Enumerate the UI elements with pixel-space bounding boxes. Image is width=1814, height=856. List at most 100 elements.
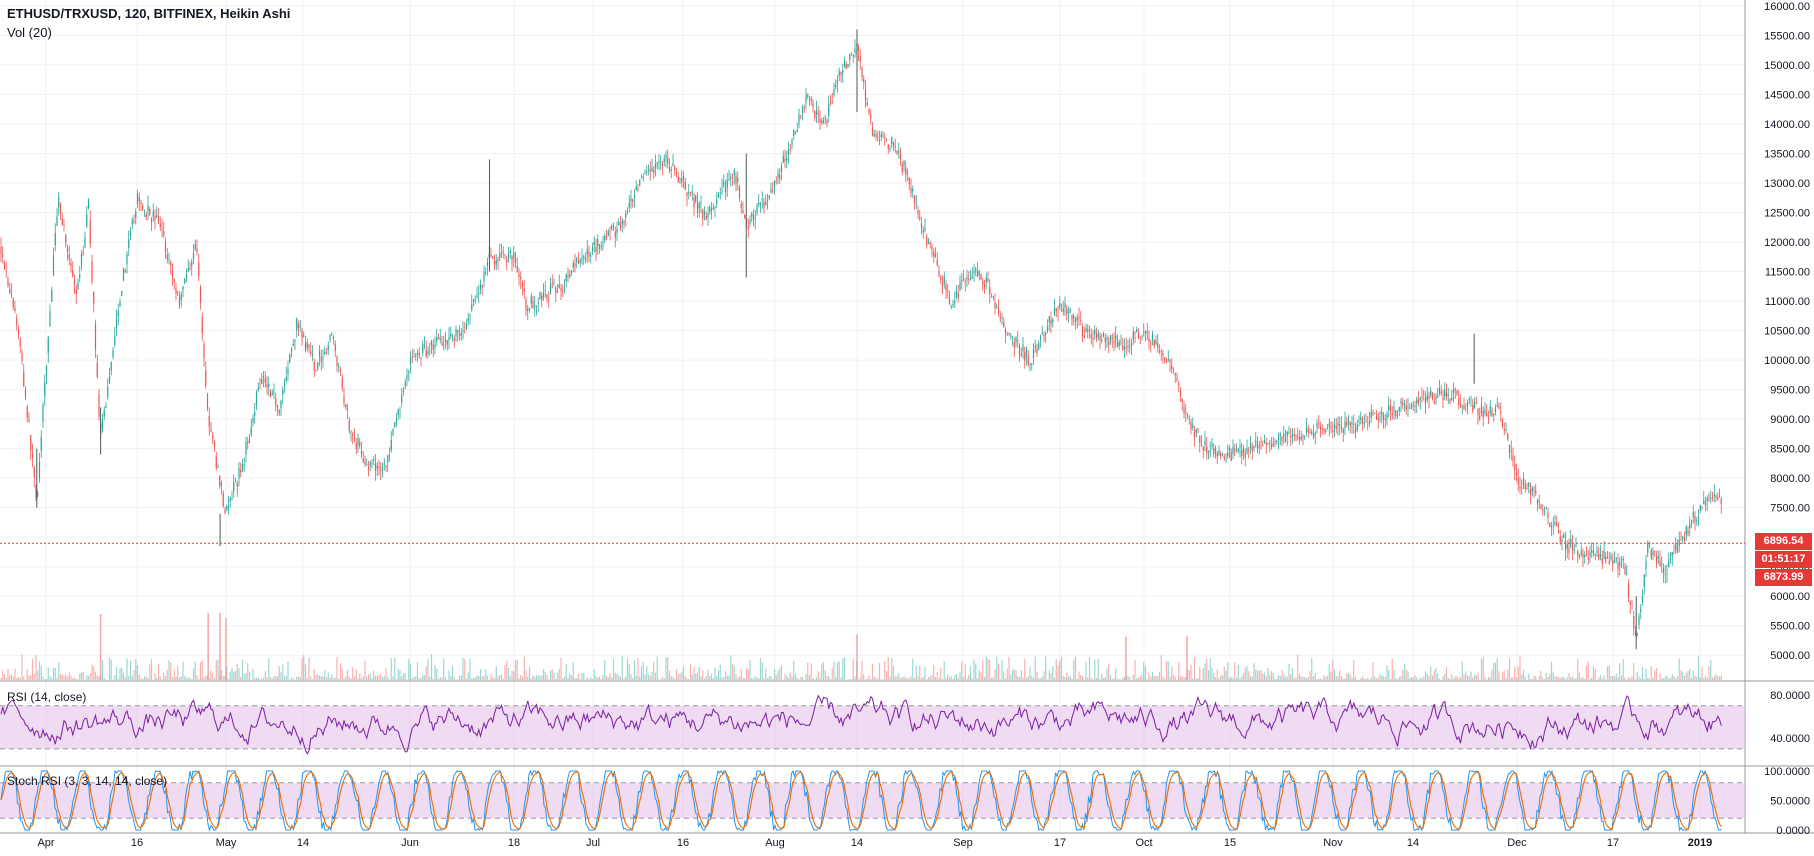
candle-body	[1025, 349, 1028, 357]
volume-bar	[1157, 676, 1159, 680]
candle-body	[1419, 397, 1421, 400]
volume-bar	[514, 660, 517, 680]
rsi-band	[0, 705, 1745, 749]
volume-bar	[658, 679, 660, 680]
volume-bar	[171, 677, 174, 680]
volume-bar	[124, 677, 126, 680]
volume-bar	[549, 670, 552, 680]
volume-bar	[443, 658, 445, 680]
stoch-tick-label: 0.0000	[1776, 825, 1810, 837]
symbol-title[interactable]: ETHUSD/TRXUSD, 120, BITFINEX, Heikin Ash…	[7, 6, 291, 21]
volume-bar	[444, 677, 447, 680]
volume-bar	[91, 664, 93, 680]
volume-bar	[1097, 658, 1099, 680]
volume-bar	[1540, 671, 1542, 680]
volume-bar	[644, 674, 646, 680]
candle-body	[411, 356, 413, 358]
volume-bar	[826, 676, 828, 680]
candle-body	[1053, 308, 1056, 316]
volume-bar	[1671, 674, 1673, 680]
candle-body	[23, 371, 25, 387]
candle-body	[1176, 378, 1178, 381]
candle-body	[1067, 311, 1070, 313]
candles	[0, 29, 1722, 650]
candle-body	[1211, 443, 1213, 447]
candle-body	[1006, 334, 1008, 336]
volume-bar	[528, 666, 531, 680]
stoch-rsi-legend[interactable]: Stoch RSI (3, 3, 14, 14, close)	[7, 774, 168, 788]
rsi-legend[interactable]: RSI (14, close)	[7, 690, 87, 704]
candle-body	[1636, 633, 1638, 635]
volume-bar	[1615, 673, 1617, 680]
candle-body	[1673, 553, 1675, 555]
volume-bar	[1648, 678, 1651, 680]
candle-body	[14, 307, 16, 311]
candle-body	[1139, 336, 1141, 338]
volume-bar	[359, 673, 361, 680]
volume-bar	[212, 672, 214, 680]
secondary-price-tag: 6873.99	[1755, 569, 1812, 586]
candle-body	[1120, 341, 1122, 343]
candle-body	[490, 254, 492, 257]
candle-body	[122, 268, 125, 281]
candle-body	[815, 109, 818, 115]
volume-bar	[1661, 678, 1663, 680]
candle-body	[164, 241, 167, 252]
candle-body	[1517, 478, 1519, 485]
volume-bar	[959, 672, 961, 680]
candle-body	[168, 259, 170, 261]
volume-bar	[301, 657, 303, 680]
volume-bar	[908, 678, 910, 680]
volume-legend[interactable]: Vol (20)	[7, 25, 52, 40]
volume-bar	[1295, 677, 1297, 680]
volume-bar	[931, 674, 933, 680]
volume-bar	[511, 670, 513, 680]
candle-body	[548, 298, 550, 300]
price-axis[interactable]: 16000.0015500.0015000.0014500.0014000.00…	[1764, 1, 1810, 837]
candle-body	[35, 485, 37, 498]
candle-body	[1123, 346, 1126, 350]
candle-body	[1584, 554, 1586, 558]
candle-body	[313, 361, 315, 371]
candle-body	[450, 334, 452, 337]
volume-bar	[439, 677, 441, 680]
candle-body	[871, 127, 874, 137]
volume-bar	[1088, 657, 1091, 680]
volume-bar	[1711, 677, 1714, 680]
candle-body	[805, 95, 807, 103]
volume-bar	[17, 677, 20, 680]
volume-bar	[80, 672, 83, 680]
candle-body	[1657, 556, 1659, 559]
volume-bar	[1284, 676, 1287, 680]
candle-body	[1507, 433, 1509, 440]
candle-body	[1022, 344, 1024, 352]
time-axis[interactable]: Apr 16 May 14 Jun 18 Jul 16 Aug 14 Sep 17 Oct 15 Nov 14…	[37, 837, 1712, 849]
volume-bar	[93, 666, 95, 680]
candle-body	[1417, 399, 1420, 403]
volume-bar	[243, 674, 245, 680]
candle-body	[185, 275, 188, 278]
volume-bar	[1060, 656, 1063, 680]
candle-body	[1612, 560, 1614, 565]
volume-bar	[175, 677, 177, 680]
candle-body	[63, 224, 65, 226]
candle-body	[1197, 428, 1199, 430]
volume-bar	[481, 676, 483, 680]
candle-body	[255, 392, 258, 405]
candle-body	[1113, 341, 1115, 343]
candle-body	[108, 376, 111, 383]
volume-bar	[714, 667, 716, 680]
volume-bar	[2, 670, 4, 680]
candle-body	[1288, 431, 1290, 433]
volume-bar	[1566, 677, 1568, 680]
candle-body	[602, 245, 604, 247]
price-tick-label: 11000.00	[1765, 296, 1810, 308]
volume-bar	[994, 669, 996, 680]
volume-bar	[1048, 670, 1050, 680]
volume-bar	[371, 678, 373, 680]
candle-body	[957, 293, 959, 297]
volume-bar	[688, 678, 690, 680]
volume-bar	[1162, 676, 1164, 680]
volume-bar	[1104, 677, 1106, 680]
candle-body	[1528, 483, 1530, 487]
